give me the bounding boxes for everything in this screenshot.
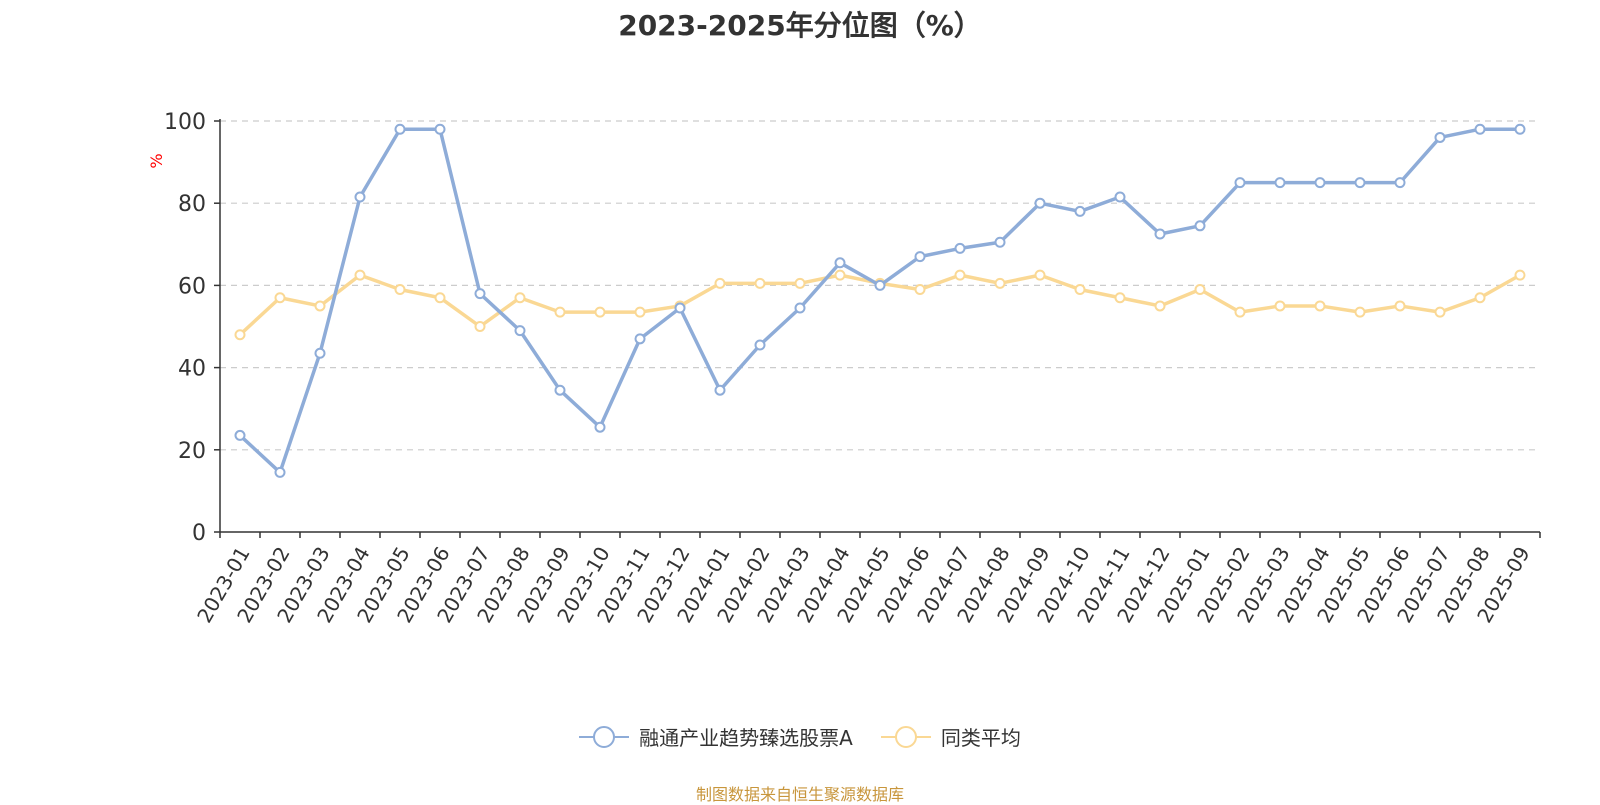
data-point-series-1	[834, 257, 846, 269]
data-point-series-2	[794, 277, 806, 289]
y-tick-label: 40	[178, 357, 206, 382]
data-point-series-1	[674, 302, 686, 314]
data-point-series-1	[434, 123, 446, 135]
y-tick-label: 80	[178, 192, 206, 217]
data-point-series-1	[514, 325, 526, 337]
data-point-series-2	[1514, 269, 1526, 281]
data-point-series-2	[714, 277, 726, 289]
data-point-series-2	[1274, 300, 1286, 312]
series-lines	[234, 123, 1526, 478]
data-point-series-1	[1274, 177, 1286, 189]
data-point-series-1	[754, 339, 766, 351]
data-point-series-1	[874, 279, 886, 291]
legend-label-series-1: 融通产业趋势臻选股票A	[639, 726, 853, 750]
legend: 融通产业趋势臻选股票A 同类平均	[0, 722, 1600, 751]
data-point-series-1	[1434, 131, 1446, 143]
legend-marker-series-2	[880, 725, 931, 748]
legend-label-series-2: 同类平均	[940, 726, 1021, 750]
data-point-series-2	[1154, 300, 1166, 312]
data-point-series-2	[994, 277, 1006, 289]
data-point-series-1	[234, 429, 246, 441]
y-tick-label: 60	[178, 274, 206, 299]
data-point-series-2	[554, 306, 566, 318]
data-point-series-2	[634, 306, 646, 318]
data-point-series-2	[914, 284, 926, 296]
y-tick-label: 0	[192, 521, 206, 546]
data-point-series-2	[1434, 306, 1446, 318]
data-point-series-2	[314, 300, 326, 312]
data-point-series-2	[434, 292, 446, 304]
data-point-series-2	[514, 292, 526, 304]
data-point-series-1	[634, 333, 646, 345]
legend-item-series-2[interactable]: 同类平均	[880, 722, 1021, 751]
data-point-series-2	[1114, 292, 1126, 304]
data-point-series-1	[1354, 177, 1366, 189]
data-point-series-1	[1234, 177, 1246, 189]
data-point-series-2	[234, 329, 246, 341]
data-point-series-2	[274, 292, 286, 304]
data-point-series-1	[1034, 197, 1046, 209]
data-point-series-1	[314, 347, 326, 359]
data-point-series-2	[1194, 284, 1206, 296]
data-point-series-1	[914, 251, 926, 263]
data-point-series-2	[834, 269, 846, 281]
data-point-series-1	[1074, 205, 1086, 217]
data-point-series-1	[554, 384, 566, 396]
y-tick-label: 20	[178, 439, 206, 464]
data-point-series-1	[594, 421, 606, 433]
data-point-series-2	[1034, 269, 1046, 281]
data-point-series-1	[954, 242, 966, 254]
legend-item-series-1[interactable]: 融通产业趋势臻选股票A	[579, 722, 853, 751]
data-point-series-1	[1194, 220, 1206, 232]
data-point-series-1	[394, 123, 406, 135]
data-point-series-2	[1234, 306, 1246, 318]
tick-labels: 020406080100%2023-012023-022023-032023-0…	[147, 110, 1535, 627]
data-point-series-2	[1354, 306, 1366, 318]
data-point-series-1	[474, 288, 486, 300]
data-point-series-2	[394, 284, 406, 296]
data-point-series-2	[954, 269, 966, 281]
data-point-series-2	[354, 269, 366, 281]
data-point-series-1	[794, 302, 806, 314]
data-point-series-1	[1154, 228, 1166, 240]
data-point-series-1	[714, 384, 726, 396]
data-point-series-2	[754, 277, 766, 289]
source-note: 制图数据来自恒生聚源数据库	[695, 785, 904, 804]
data-point-series-2	[1474, 292, 1486, 304]
chart-title: 2023-2025年分位图（%）	[618, 9, 982, 42]
y-tick-label: 100	[164, 110, 206, 135]
data-point-series-2	[1074, 284, 1086, 296]
data-point-series-1	[1314, 177, 1326, 189]
data-point-series-2	[1394, 300, 1406, 312]
data-point-series-2	[1314, 300, 1326, 312]
data-point-series-2	[474, 321, 486, 332]
y-axis-label: %	[147, 153, 166, 168]
data-point-series-1	[274, 466, 286, 478]
series-line-1	[238, 127, 1520, 475]
data-point-series-1	[1514, 123, 1526, 135]
data-point-series-1	[1114, 191, 1126, 203]
data-point-series-1	[354, 191, 366, 203]
data-point-series-1	[1474, 123, 1486, 135]
data-point-series-1	[994, 236, 1006, 248]
axes	[214, 119, 1541, 538]
data-point-series-2	[594, 306, 606, 318]
data-point-series-1	[1394, 177, 1406, 189]
legend-marker-series-1	[579, 725, 630, 748]
